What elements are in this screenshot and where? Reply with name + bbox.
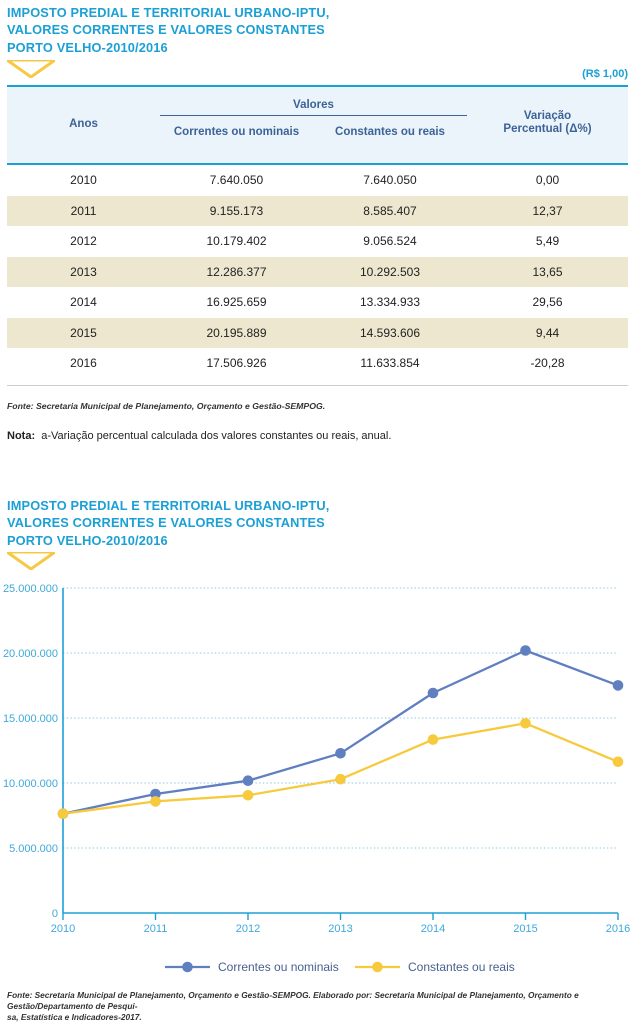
svg-text:2010: 2010 bbox=[51, 923, 75, 935]
svg-text:0: 0 bbox=[52, 908, 58, 920]
svg-text:Correntes ou nominais: Correntes ou nominais bbox=[218, 960, 339, 974]
svg-text:2015: 2015 bbox=[513, 923, 537, 935]
svg-text:15.000.000: 15.000.000 bbox=[3, 713, 58, 725]
svg-text:5.000.000: 5.000.000 bbox=[9, 843, 58, 855]
svg-text:2016: 2016 bbox=[606, 923, 630, 935]
svg-text:2012: 2012 bbox=[236, 923, 260, 935]
svg-text:20.000.000: 20.000.000 bbox=[3, 648, 58, 660]
svg-text:2013: 2013 bbox=[328, 923, 352, 935]
svg-text:Constantes ou reais: Constantes ou reais bbox=[408, 960, 515, 974]
svg-text:2014: 2014 bbox=[421, 923, 445, 935]
svg-text:25.000.000: 25.000.000 bbox=[3, 583, 58, 595]
svg-text:10.000.000: 10.000.000 bbox=[3, 778, 58, 790]
svg-text:2011: 2011 bbox=[144, 923, 168, 935]
